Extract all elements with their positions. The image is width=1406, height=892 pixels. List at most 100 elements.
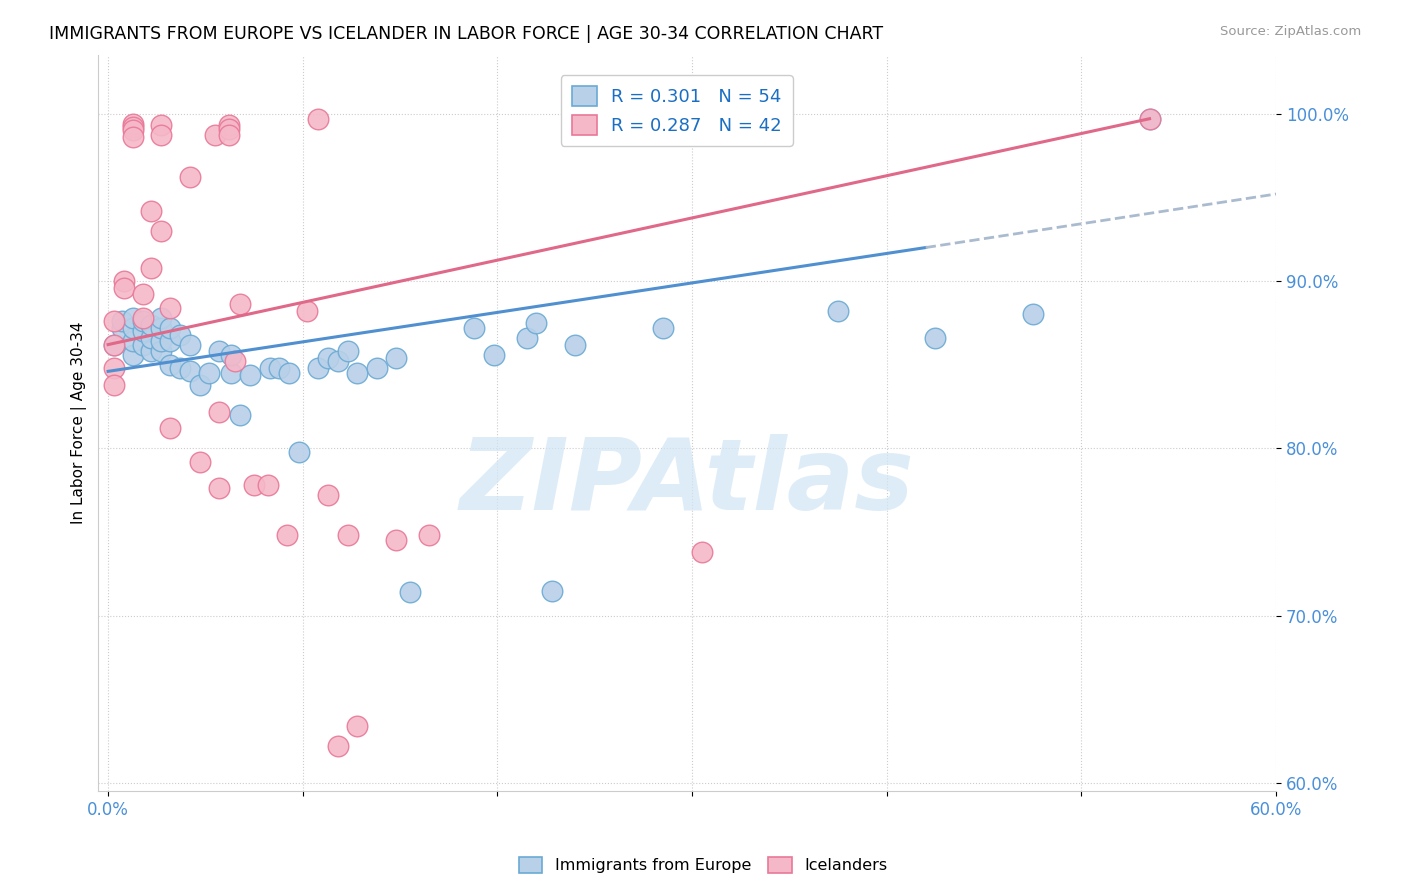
Point [139, 318, 162, 332]
Point [122, 117, 145, 131]
Point [316, 351, 339, 365]
Legend: Immigrants from Europe, Icelanders: Immigrants from Europe, Icelanders [512, 850, 894, 880]
Point [149, 224, 172, 238]
Point [149, 310, 172, 325]
Point [103, 337, 125, 351]
Point [346, 719, 368, 733]
Point [103, 337, 125, 351]
Point [924, 331, 946, 345]
Point [112, 274, 135, 288]
Point [169, 361, 191, 376]
Point [208, 344, 231, 359]
Point [149, 334, 172, 349]
Point [112, 281, 135, 295]
Point [385, 533, 408, 548]
Point [132, 314, 155, 328]
Point [159, 358, 181, 372]
Point [122, 120, 145, 134]
Point [336, 528, 359, 542]
Point [139, 203, 162, 218]
Point [122, 348, 145, 362]
Point [288, 444, 311, 458]
Point [239, 368, 262, 382]
Point [139, 260, 162, 275]
Point [149, 344, 172, 359]
Point [218, 128, 240, 143]
Point [482, 348, 505, 362]
Point [139, 344, 162, 359]
Point [307, 112, 329, 126]
Point [651, 321, 673, 335]
Point [541, 583, 564, 598]
Y-axis label: In Labor Force | Age 30-34: In Labor Force | Age 30-34 [72, 322, 87, 524]
Point [276, 528, 298, 542]
Point [218, 121, 240, 136]
Point [169, 327, 191, 342]
Point [103, 361, 125, 376]
Point [188, 377, 211, 392]
Point [316, 488, 339, 502]
Text: Source: ZipAtlas.com: Source: ZipAtlas.com [1220, 25, 1361, 38]
Point [295, 304, 318, 318]
Point [103, 377, 125, 392]
Point [346, 366, 368, 380]
Point [1139, 112, 1161, 126]
Point [278, 366, 301, 380]
Point [1022, 308, 1045, 322]
Point [132, 337, 155, 351]
Point [149, 119, 172, 133]
Point [326, 354, 349, 368]
Point [149, 128, 172, 143]
Point [132, 310, 155, 325]
Point [463, 321, 485, 335]
Point [198, 366, 221, 380]
Point [159, 334, 181, 349]
Point [398, 585, 420, 599]
Point [690, 545, 713, 559]
Point [208, 404, 231, 418]
Point [827, 304, 849, 318]
Point [111, 321, 134, 335]
Point [224, 354, 246, 368]
Point [524, 316, 547, 330]
Point [159, 421, 181, 435]
Point [229, 408, 252, 422]
Point [179, 337, 201, 351]
Point [122, 130, 145, 145]
Point [179, 170, 201, 185]
Point [159, 321, 181, 335]
Point [336, 344, 359, 359]
Point [122, 321, 145, 335]
Point [188, 455, 211, 469]
Point [132, 324, 155, 338]
Point [1139, 112, 1161, 126]
Point [243, 478, 266, 492]
Text: ZIPAtlas: ZIPAtlas [460, 434, 914, 531]
Point [159, 301, 181, 315]
Point [326, 739, 349, 753]
Point [204, 128, 226, 143]
Point [564, 337, 586, 351]
Point [259, 361, 281, 376]
Point [256, 478, 278, 492]
Point [366, 361, 388, 376]
Point [208, 482, 231, 496]
Point [103, 314, 125, 328]
Point [139, 331, 162, 345]
Text: IMMIGRANTS FROM EUROPE VS ICELANDER IN LABOR FORCE | AGE 30-34 CORRELATION CHART: IMMIGRANTS FROM EUROPE VS ICELANDER IN L… [49, 25, 883, 43]
Point [218, 119, 240, 133]
Point [219, 366, 242, 380]
Point [269, 361, 291, 376]
Point [516, 331, 538, 345]
Point [418, 528, 440, 542]
Point [111, 314, 134, 328]
Point [149, 321, 172, 335]
Point [229, 297, 252, 311]
Point [122, 310, 145, 325]
Point [132, 287, 155, 301]
Point [307, 361, 329, 376]
Point [122, 334, 145, 349]
Legend: R = 0.301   N = 54, R = 0.287   N = 42: R = 0.301 N = 54, R = 0.287 N = 42 [561, 75, 793, 145]
Point [219, 348, 242, 362]
Point [122, 123, 145, 137]
